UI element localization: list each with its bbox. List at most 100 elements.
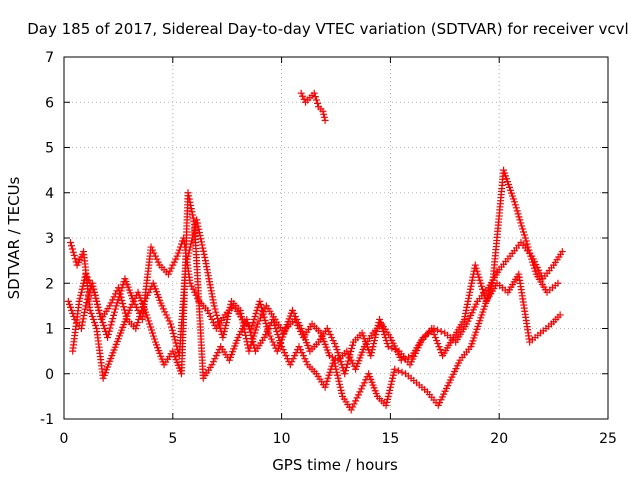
data-point — [376, 315, 384, 323]
data-point — [385, 389, 393, 397]
data-point — [226, 303, 234, 311]
data-point — [110, 308, 118, 316]
x-tick-label: 15 — [381, 431, 399, 447]
data-point — [319, 107, 327, 115]
data-point — [185, 249, 193, 257]
data-point — [257, 301, 265, 309]
data-point — [321, 383, 329, 391]
data-point — [204, 306, 212, 314]
data-point — [376, 318, 384, 326]
data-point — [430, 331, 438, 339]
data-point — [149, 332, 157, 340]
data-point — [187, 205, 195, 213]
data-point — [88, 312, 96, 320]
data-point — [132, 325, 140, 332]
data-point — [461, 312, 469, 320]
data-point — [170, 333, 178, 341]
data-point — [76, 294, 84, 302]
data-point — [341, 370, 349, 378]
data-point — [240, 325, 248, 333]
data-point — [107, 299, 115, 307]
series-track-c — [69, 216, 564, 378]
data-point — [222, 318, 230, 326]
data-point — [120, 303, 128, 311]
data-point — [67, 239, 75, 247]
data-point — [188, 234, 196, 242]
data-point — [259, 308, 267, 316]
data-point — [188, 208, 196, 216]
data-point — [310, 89, 318, 97]
grid — [64, 57, 608, 419]
data-point — [147, 323, 155, 331]
data-point — [209, 358, 217, 366]
data-point — [332, 365, 340, 373]
data-point — [193, 219, 201, 227]
data-point — [86, 306, 94, 314]
data-point — [68, 306, 76, 314]
data-point — [386, 386, 394, 394]
data-point — [530, 264, 538, 272]
data-point — [388, 377, 396, 385]
data-point — [139, 303, 147, 311]
data-point — [143, 311, 151, 319]
y-tick-label: -1 — [40, 412, 54, 428]
data-point — [336, 380, 344, 388]
data-point — [170, 258, 178, 266]
data-point — [266, 332, 274, 340]
data-point — [331, 359, 339, 367]
data-point — [466, 288, 474, 296]
data-point — [286, 361, 294, 369]
data-point — [311, 93, 319, 101]
data-point — [465, 291, 473, 299]
data-point — [225, 306, 233, 314]
data-point — [382, 337, 390, 345]
data-point — [94, 303, 102, 311]
data-point — [219, 334, 227, 342]
data-point — [112, 302, 120, 310]
x-axis-label: GPS time / hours — [272, 456, 398, 474]
data-point — [214, 349, 222, 357]
data-point — [189, 231, 197, 239]
data-point — [260, 334, 268, 342]
data-point — [173, 252, 181, 260]
x-tick-label: 10 — [273, 431, 291, 447]
data-point — [435, 343, 443, 351]
data-point — [188, 237, 196, 245]
data-point — [100, 321, 108, 329]
data-point — [300, 95, 308, 103]
data-point — [272, 325, 280, 332]
data-point — [81, 308, 89, 316]
data-point — [386, 383, 394, 391]
data-point — [130, 297, 138, 305]
data-point — [352, 397, 360, 405]
data-point — [65, 300, 73, 308]
data-point — [372, 331, 380, 339]
data-point — [273, 328, 281, 336]
data-point — [245, 347, 253, 355]
data-point — [136, 312, 144, 320]
data-point — [389, 371, 397, 379]
data-point — [510, 198, 518, 206]
data-point — [262, 331, 270, 339]
y-tick-label: 6 — [45, 95, 54, 111]
data-point — [380, 331, 388, 339]
data-point — [115, 287, 123, 295]
data-point — [397, 356, 405, 364]
data-point — [333, 346, 341, 354]
data-point — [90, 318, 98, 326]
data-point — [128, 300, 136, 308]
data-point — [384, 343, 392, 351]
data-point — [205, 309, 213, 317]
data-point — [518, 222, 526, 230]
data-point — [323, 325, 331, 332]
data-point — [79, 315, 87, 323]
data-point — [475, 273, 483, 281]
data-point — [69, 248, 77, 256]
data-point — [261, 316, 269, 324]
data-point — [185, 246, 193, 254]
data-point — [302, 358, 310, 366]
data-point — [171, 336, 179, 344]
y-tick-label: 1 — [45, 322, 54, 338]
data-point — [80, 279, 88, 287]
data-point — [134, 318, 142, 326]
